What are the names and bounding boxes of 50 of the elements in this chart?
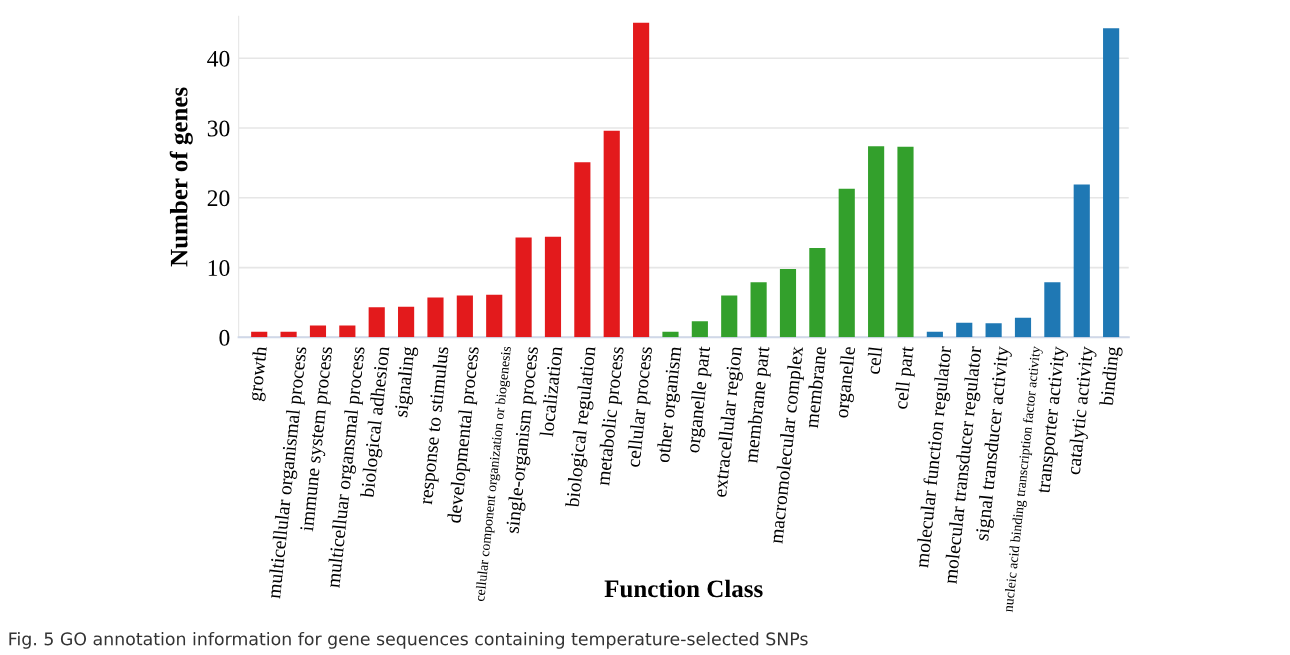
bar: [309, 325, 327, 338]
bar: [897, 146, 914, 338]
bar: [809, 248, 826, 338]
x-tick-label: signaling: [393, 346, 419, 418]
x-tick-label: growth: [247, 345, 271, 402]
bar: [868, 146, 885, 338]
x-tick-label: localization: [539, 345, 563, 437]
bar: [1044, 282, 1061, 338]
y-tick-label: 40: [207, 50, 230, 67]
x-tick-label: organelle: [834, 346, 860, 419]
bar: [456, 295, 473, 338]
x-tick-label: cell: [865, 346, 883, 375]
bar: [721, 295, 738, 338]
x-tick-label: cell part: [893, 345, 918, 410]
x-tick-label: cellular process: [626, 346, 657, 468]
bar: [662, 331, 679, 338]
y-tick-label: 10: [208, 260, 230, 276]
bar: [1073, 184, 1090, 338]
bar: [544, 236, 562, 338]
bar: [574, 162, 591, 338]
bar: [1014, 317, 1032, 338]
bar: [691, 321, 708, 338]
bar: [985, 323, 1002, 338]
x-tick-label: catalytic activity: [1069, 346, 1098, 475]
bar: [398, 306, 415, 338]
y-tick-label: 0: [219, 329, 230, 346]
x-tick-label: other organism: [655, 345, 686, 463]
x-tick-label: membrane part: [743, 345, 774, 464]
bar: [368, 307, 385, 338]
bar: [1103, 28, 1120, 338]
x-tick-label: membrane: [804, 346, 827, 429]
bar: [956, 322, 973, 338]
bar: [838, 188, 855, 338]
x-axis-title: Function Class: [604, 579, 763, 598]
bar: [779, 268, 797, 338]
y-axis-title: Number of genes: [169, 87, 193, 267]
x-tick-label: organelle part: [685, 345, 715, 454]
bar: [750, 282, 767, 338]
x-tick-label: binding: [1099, 346, 1123, 407]
x-tick-label: macromolecular complex: [773, 346, 805, 544]
bar: [427, 297, 444, 338]
y-tick-label: 30: [207, 120, 230, 137]
bar: [486, 294, 503, 338]
caption: Fig. 5 GO annotation information for gene sequences containing temperature-selected SNPs: [9, 631, 808, 649]
bar: [633, 22, 650, 338]
x-tick-label: extracellular region: [712, 345, 746, 498]
y-tick-label: 20: [207, 190, 230, 207]
bar: [603, 130, 620, 338]
bar: [339, 325, 356, 338]
bar: [515, 237, 532, 338]
